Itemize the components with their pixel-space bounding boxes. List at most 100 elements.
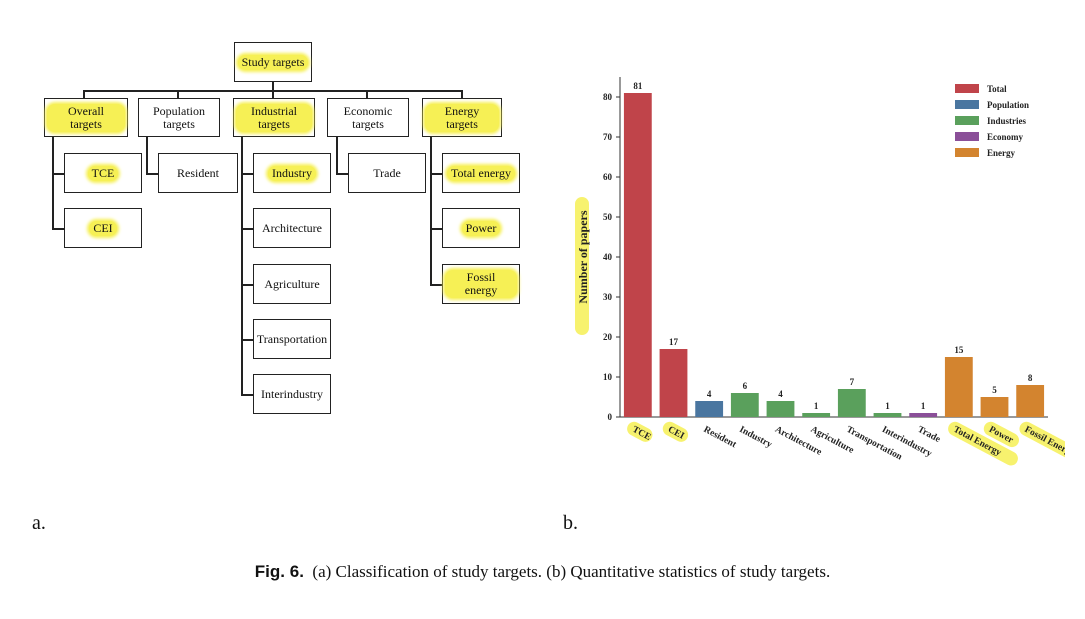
- x-tick-highlight: [983, 421, 1019, 448]
- bar-value-label: 4: [778, 389, 783, 399]
- category-industrial-targets: Industrial targets: [233, 98, 315, 137]
- panel-label-b: b.: [563, 512, 578, 534]
- connector-agriculture: [241, 284, 253, 286]
- connector-resident: [146, 173, 158, 175]
- caption-label: Fig. 6.: [254, 562, 304, 581]
- bar-interindustry: [873, 413, 902, 417]
- trunk-energy: [430, 137, 432, 286]
- category-population-targets: Population targets: [138, 98, 220, 137]
- connector-cei: [52, 228, 64, 230]
- leaf-resident: Resident: [158, 153, 238, 193]
- x-tick-highlight: [662, 421, 689, 442]
- branch-stem-economic: [366, 90, 368, 98]
- bar-value-label: 1: [921, 401, 926, 411]
- connector-architecture: [241, 228, 253, 230]
- x-tick-label: Fossil Energy: [1023, 425, 1065, 460]
- category-economic-targets: Economic targets: [327, 98, 409, 137]
- bar-industry: [730, 393, 759, 417]
- y-tick-label: 40: [603, 252, 613, 262]
- bar-chart: Number of papers0102030405060708081TCE17…: [575, 77, 1065, 469]
- legend-label-population: Population: [987, 100, 1029, 110]
- bar-value-label: 17: [669, 337, 679, 347]
- connector-trade: [336, 173, 348, 175]
- y-axis-label-highlight: [575, 197, 589, 335]
- legend-swatch-total: [955, 84, 979, 93]
- legend-swatch-economy: [955, 132, 979, 141]
- y-tick-label: 30: [603, 292, 613, 302]
- connector-interindustry: [241, 394, 253, 396]
- trunk-overall: [52, 137, 54, 229]
- bar-fossil-energy: [1016, 385, 1045, 417]
- bar-power: [980, 397, 1009, 417]
- leaf-architecture: Architecture: [253, 208, 331, 248]
- leaf-agriculture: Agriculture: [253, 264, 331, 304]
- trunk-population: [146, 137, 148, 174]
- x-tick-highlight: [1019, 421, 1065, 469]
- leaf-trade: Trade: [348, 153, 426, 193]
- legend-swatch-energy: [955, 148, 979, 157]
- legend-label-energy: Energy: [987, 148, 1015, 158]
- bar-value-label: 7: [850, 377, 855, 387]
- branch-stem-population: [177, 90, 179, 98]
- connector-fossil-energy: [430, 284, 442, 286]
- x-tick-highlight: [948, 421, 1018, 466]
- trunk-industrial: [241, 137, 243, 396]
- category-overall-targets: Overall targets: [44, 98, 128, 137]
- connector-total-energy: [430, 173, 442, 175]
- y-tick-label: 70: [603, 132, 613, 142]
- root-node: Study targets: [234, 42, 312, 82]
- leaf-fossil-energy: Fossil energy: [442, 264, 520, 304]
- y-tick-label: 0: [608, 412, 613, 422]
- bar-total-energy: [944, 357, 973, 417]
- branch-stem-industrial: [272, 90, 274, 98]
- bar-cei: [659, 349, 688, 417]
- bar-agriculture: [802, 413, 831, 417]
- y-tick-label: 80: [603, 92, 613, 102]
- bar-transportation: [837, 389, 866, 417]
- branch-stem-overall: [83, 90, 85, 98]
- legend-swatch-industries: [955, 116, 979, 125]
- connector-tce: [52, 173, 64, 175]
- trunk-economic: [336, 137, 338, 174]
- connector-power: [430, 228, 442, 230]
- leaf-total-energy: Total energy: [442, 153, 520, 193]
- y-tick-label: 20: [603, 332, 613, 342]
- y-tick-label: 50: [603, 212, 613, 222]
- leaf-tce: TCE: [64, 153, 142, 193]
- leaf-power: Power: [442, 208, 520, 248]
- legend-swatch-population: [955, 100, 979, 109]
- bar-trade: [909, 413, 938, 417]
- classification-tree: Study targets Overall targets Population…: [0, 0, 560, 430]
- bar-value-label: 81: [633, 81, 643, 91]
- x-tick-highlight: [627, 421, 653, 442]
- x-tick-label: Resident: [702, 425, 739, 451]
- legend-label-industries: Industries: [987, 116, 1027, 126]
- leaf-interindustry: Interindustry: [253, 374, 331, 414]
- x-tick-label: Industry: [737, 425, 773, 451]
- panel-label-a: a.: [32, 512, 46, 534]
- legend-label-economy: Economy: [987, 132, 1024, 142]
- branch-stem-energy: [461, 90, 463, 98]
- bar-value-label: 6: [743, 381, 748, 391]
- y-axis-label: Number of papers: [576, 210, 590, 303]
- y-tick-label: 10: [603, 372, 613, 382]
- bar-tce: [623, 93, 652, 417]
- figure-caption: Fig. 6. (a) Classification of study targ…: [0, 562, 1085, 582]
- bar-value-label: 8: [1028, 373, 1033, 383]
- caption-text: (a) Classification of study targets. (b)…: [312, 562, 831, 581]
- bar-architecture: [766, 401, 795, 417]
- root-stem: [272, 82, 274, 91]
- leaf-industry: Industry: [253, 153, 331, 193]
- legend-label-total: Total: [987, 84, 1007, 94]
- connector-industry: [241, 173, 253, 175]
- bar-resident: [695, 401, 724, 417]
- bar-value-label: 1: [885, 401, 890, 411]
- y-tick-label: 60: [603, 172, 613, 182]
- bar-value-label: 1: [814, 401, 819, 411]
- bar-value-label: 5: [992, 385, 997, 395]
- bar-value-label: 15: [954, 345, 964, 355]
- leaf-cei: CEI: [64, 208, 142, 248]
- category-energy-targets: Energy targets: [422, 98, 502, 137]
- connector-transportation: [241, 339, 253, 341]
- leaf-transportation: Transportation: [253, 319, 331, 359]
